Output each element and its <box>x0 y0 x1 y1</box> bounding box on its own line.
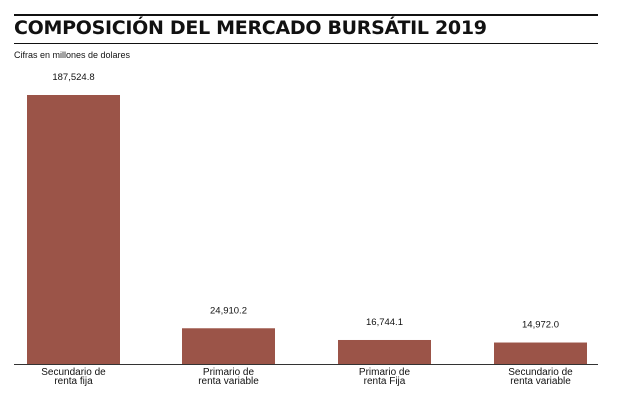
bars-group <box>27 95 587 364</box>
value-label-1: 24,910.2 <box>210 305 247 316</box>
value-label-2: 16,744.1 <box>366 317 403 328</box>
category-label-0-1: renta fija <box>54 376 93 387</box>
title-rule <box>14 43 598 44</box>
value-label-0: 187,524.8 <box>52 72 94 83</box>
bar-0 <box>27 95 120 364</box>
category-label-2-0: Primario de <box>359 367 411 378</box>
top-rule <box>14 14 598 16</box>
chart-title: COMPOSICIÓN DEL MERCADO BURSÁTIL 2019 <box>14 17 487 39</box>
category-label-1-1: renta variable <box>198 376 259 387</box>
bar-2 <box>338 339 431 364</box>
category-label-1-0: Primario de <box>203 367 255 378</box>
category-label-3-0: Secundario de <box>508 367 573 378</box>
category-label-3-1: renta variable <box>510 376 571 387</box>
category-label-0-0: Secundario de <box>41 367 106 378</box>
chart-subtitle: Cifras en millones de dolares <box>14 50 131 60</box>
category-label-2-1: renta Fija <box>364 376 406 387</box>
bar-1 <box>182 328 275 364</box>
value-label-3: 14,972.0 <box>522 320 559 331</box>
bar-3 <box>494 342 587 364</box>
